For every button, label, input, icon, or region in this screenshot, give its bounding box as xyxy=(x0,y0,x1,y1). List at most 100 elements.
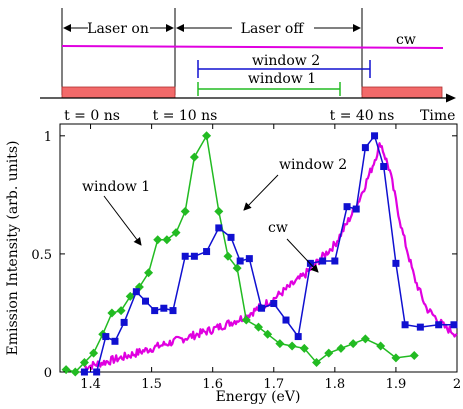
cw-annotation-arrow xyxy=(286,238,319,273)
x-tick-label: 1.7 xyxy=(263,377,284,392)
data-point-window-1 xyxy=(180,206,190,216)
y-tick-label: 0.5 xyxy=(31,248,52,263)
data-point-window-2 xyxy=(169,307,177,315)
window2-annotation: window 2 xyxy=(279,157,347,173)
data-point-window-2 xyxy=(343,203,351,211)
x-axis-title: Energy (eV) xyxy=(216,389,301,405)
data-point-window-1 xyxy=(241,315,251,325)
data-point-window-1 xyxy=(189,152,199,162)
spectrum-plot: 1.4 1.5 1.6 1.7 1.8 1.9 2 0 0.5 1 window 1 window… xyxy=(5,123,461,405)
data-point-window-2 xyxy=(282,316,290,324)
plot-frame xyxy=(59,123,458,373)
data-point-window-2 xyxy=(203,248,211,256)
laser-on-label: Laser on xyxy=(87,21,149,37)
data-point-window-2 xyxy=(160,304,168,312)
data-point-window-2 xyxy=(319,257,327,265)
data-point-window-2 xyxy=(401,321,409,329)
y-axis-title: Emission Intensity (arb. units) xyxy=(5,141,21,356)
data-point-window-1 xyxy=(348,339,358,349)
data-point-window-2 xyxy=(111,337,119,345)
x-tick-label: 1.6 xyxy=(202,377,223,392)
series-line-window-2 xyxy=(84,134,454,373)
data-point-window-2 xyxy=(142,297,150,305)
x-tick-label: 1.5 xyxy=(141,377,162,392)
data-point-window-2 xyxy=(371,132,379,140)
data-point-window-2 xyxy=(294,333,302,341)
pulse-1 xyxy=(61,86,176,99)
data-point-window-1 xyxy=(254,322,263,332)
x-tick-label: 2 xyxy=(453,377,461,392)
data-point-window-1 xyxy=(153,235,163,245)
data-point-window-2 xyxy=(215,224,223,232)
data-point-window-1 xyxy=(162,235,172,245)
window1-timing-label: window 1 xyxy=(248,71,316,87)
data-point-window-1 xyxy=(223,251,233,261)
data-point-window-2 xyxy=(245,255,253,263)
data-point-window-2 xyxy=(435,321,443,329)
annotations: window 1 window 2 cw xyxy=(82,157,347,273)
data-point-window-1 xyxy=(89,348,99,358)
window1-annotation: window 1 xyxy=(82,179,150,195)
data-point-window-2 xyxy=(270,300,278,308)
t40-label: t = 40 ns xyxy=(330,108,395,124)
data-point-window-1 xyxy=(263,329,273,339)
time-axis-label: Time xyxy=(420,108,455,124)
x-tick-label: 1.4 xyxy=(80,377,101,392)
data-point-window-1 xyxy=(312,358,322,368)
data-point-window-2 xyxy=(151,307,159,315)
data-point-window-2 xyxy=(392,259,400,267)
cw-timeline xyxy=(61,45,444,49)
data-point-window-1 xyxy=(376,341,386,351)
data-point-window-1 xyxy=(324,348,334,358)
data-point-window-2 xyxy=(102,333,110,341)
window2-annotation-arrow xyxy=(243,174,279,211)
data-point-window-1 xyxy=(299,343,309,353)
data-point-window-1 xyxy=(107,308,117,318)
timing-diagram: Laser on Laser off cw window 2 window 1 … xyxy=(40,8,456,124)
data-point-window-2 xyxy=(380,163,388,171)
data-point-window-1 xyxy=(61,365,71,375)
data-point-window-2 xyxy=(80,368,88,376)
data-point-window-2 xyxy=(227,233,235,241)
data-point-window-1 xyxy=(171,228,181,238)
time-axis-arrowhead xyxy=(446,93,456,103)
data-point-window-1 xyxy=(70,367,80,377)
data-point-window-1 xyxy=(214,206,224,216)
data-point-window-1 xyxy=(79,358,89,368)
data-point-window-1 xyxy=(202,131,212,141)
y-tick-label: 0 xyxy=(44,366,52,381)
data-point-window-2 xyxy=(236,257,244,265)
cw-timing-label: cw xyxy=(396,32,416,48)
data-point-window-2 xyxy=(352,205,360,213)
laser-off-label: Laser off xyxy=(241,21,305,37)
data-point-window-2 xyxy=(258,304,266,312)
data-point-window-2 xyxy=(181,252,189,260)
data-point-window-1 xyxy=(144,268,154,278)
data-point-window-2 xyxy=(361,144,369,152)
data-point-window-1 xyxy=(275,339,285,349)
window1-annotation-arrow xyxy=(103,195,142,246)
cw-annotation: cw xyxy=(268,220,288,236)
y-tick-label: 1 xyxy=(44,130,52,145)
data-point-window-1 xyxy=(125,291,135,301)
data-point-window-1 xyxy=(336,343,346,353)
data-point-window-1 xyxy=(116,306,126,316)
data-point-window-1 xyxy=(360,334,370,344)
data-point-window-2 xyxy=(331,257,339,265)
x-tick-label: 1.9 xyxy=(386,377,407,392)
data-point-window-1 xyxy=(232,263,242,273)
data-point-window-1 xyxy=(391,353,401,363)
data-point-window-2 xyxy=(93,368,101,376)
data-point-window-2 xyxy=(450,321,458,329)
t0-label: t = 0 ns xyxy=(64,108,120,124)
data-point-window-2 xyxy=(190,252,198,260)
data-point-window-2 xyxy=(120,318,128,326)
x-tick-label: 1.8 xyxy=(325,377,346,392)
data-point-window-2 xyxy=(416,323,424,331)
data-point-window-2 xyxy=(132,288,140,296)
data-point-window-1 xyxy=(409,350,419,360)
pulse-2 xyxy=(361,86,443,99)
t10-label: t = 10 ns xyxy=(153,108,218,124)
data-point-window-1 xyxy=(287,341,297,351)
